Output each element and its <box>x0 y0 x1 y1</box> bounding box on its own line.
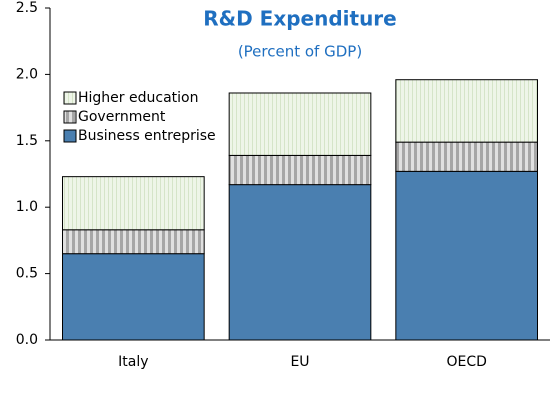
bar-segment <box>395 141 539 172</box>
bar-segment <box>62 253 205 341</box>
x-tick-label: Italy <box>118 354 148 370</box>
legend-swatch <box>63 91 77 105</box>
bar-segment <box>228 154 372 186</box>
bar-segment <box>62 229 205 255</box>
bar-segment <box>228 92 372 156</box>
y-tick-label: 2.0 <box>16 66 38 82</box>
legend-swatch <box>63 129 77 143</box>
y-tick-label: 1.5 <box>16 133 38 149</box>
bar-segment <box>395 79 539 143</box>
y-tick-label: 0.5 <box>16 266 38 282</box>
chart-title: R&D Expenditure <box>203 7 397 31</box>
x-tick-label: EU <box>290 354 309 370</box>
legend-label: Higher education <box>78 90 198 106</box>
bar-segment <box>395 170 539 341</box>
legend-label: Business entreprise <box>78 128 216 144</box>
bar-segment <box>228 184 372 341</box>
y-tick-label: 2.5 <box>16 0 38 16</box>
bar-segment <box>62 176 205 231</box>
legend-label: Government <box>78 109 166 125</box>
x-tick-label: OECD <box>446 354 486 370</box>
legend-swatch <box>63 110 77 124</box>
y-tick-label: 0.0 <box>16 332 38 348</box>
y-tick-label: 1.0 <box>16 199 38 215</box>
chart-subtitle: (Percent of GDP) <box>238 43 362 61</box>
